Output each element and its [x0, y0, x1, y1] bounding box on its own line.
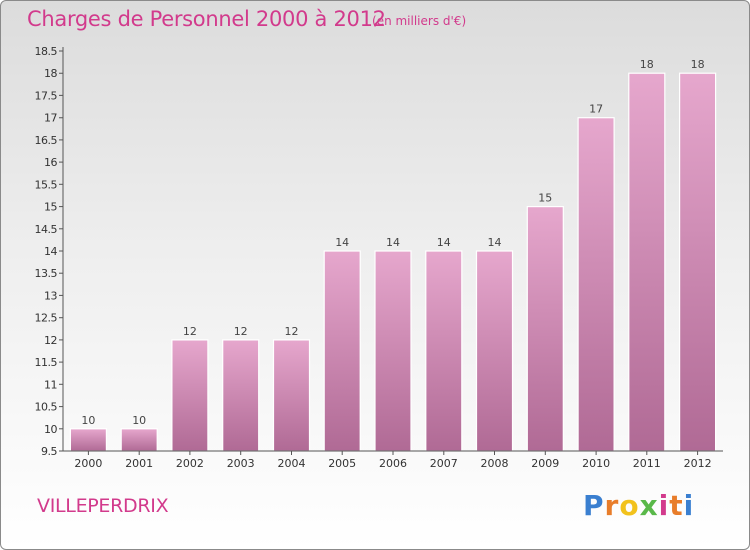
bar-value-label: 10 [81, 414, 95, 427]
bar-2000 [69, 428, 108, 452]
x-tick-label: 2007 [430, 457, 458, 470]
logo-letter: x [639, 489, 659, 522]
x-tick-label: 2002 [176, 457, 204, 470]
bar-value-label: 14 [386, 236, 400, 249]
y-tick-label: 16.5 [35, 134, 58, 147]
y-tick-label: 18.5 [35, 45, 58, 58]
y-tick-label: 14.5 [35, 223, 58, 236]
bar-value-label: 14 [488, 236, 502, 249]
y-tick-label: 13 [44, 289, 57, 302]
y-tick-label: 12.5 [35, 312, 58, 325]
y-tick-label: 18 [44, 67, 57, 80]
y-tick-label: 17.5 [35, 89, 58, 102]
bar-value-label: 10 [132, 414, 146, 427]
y-tick-label: 15 [44, 201, 57, 214]
logo-letter: P [583, 489, 605, 522]
x-tick-label: 2010 [582, 457, 610, 470]
logo-letter: i [683, 489, 695, 522]
x-tick-label: 2000 [74, 457, 102, 470]
bar-2003 [222, 339, 260, 452]
bar-2007 [425, 250, 463, 452]
bar-value-label: 18 [691, 58, 705, 71]
bar-value-label: 12 [183, 325, 197, 338]
bar-value-label: 17 [589, 103, 603, 116]
y-tick-label: 13.5 [35, 267, 58, 280]
bar-2005 [323, 250, 361, 452]
bar-2002 [171, 339, 209, 452]
bar-value-label: 15 [538, 192, 552, 205]
bar-2012 [678, 72, 717, 452]
y-tick-label: 10 [44, 423, 57, 436]
y-tick-label: 12 [44, 334, 57, 347]
x-tick-label: 2003 [227, 457, 255, 470]
bar-2001 [120, 428, 158, 452]
x-tick-label: 2011 [633, 457, 661, 470]
proxiti-logo: Proxiti [583, 489, 694, 522]
bar-value-label: 12 [285, 325, 299, 338]
bar-value-label: 18 [640, 58, 654, 71]
y-tick-label: 14 [44, 245, 57, 258]
bar-2004 [272, 339, 311, 452]
x-tick-label: 2001 [125, 457, 153, 470]
y-tick-label: 17 [44, 112, 57, 125]
x-tick-label: 2006 [379, 457, 407, 470]
bar-2008 [475, 250, 514, 452]
bar-2010 [577, 117, 615, 452]
x-tick-label: 2004 [278, 457, 306, 470]
chart-title: Charges de Personnel 2000 à 2012 [27, 7, 386, 31]
bar-2011 [628, 72, 666, 452]
y-tick-label: 10.5 [35, 401, 58, 414]
logo-letter: o [619, 489, 640, 522]
x-tick-label: 2005 [328, 457, 356, 470]
x-tick-label: 2008 [481, 457, 509, 470]
x-tick-label: 2012 [684, 457, 712, 470]
bar-2006 [374, 250, 412, 452]
bar-value-label: 14 [437, 236, 451, 249]
logo-letter: r [604, 489, 620, 522]
y-tick-label: 9.5 [41, 445, 57, 458]
commune-name: VILLEPERDRIX [37, 495, 169, 517]
logo-letter: i [658, 489, 670, 522]
bar-2009 [526, 206, 564, 452]
y-tick-label: 16 [44, 156, 57, 169]
x-tick-label: 2009 [531, 457, 559, 470]
bar-value-label: 14 [335, 236, 349, 249]
logo-letter: t [669, 489, 684, 522]
y-tick-label: 11.5 [35, 356, 58, 369]
chart-subtitle: (en milliers d'€) [372, 14, 467, 28]
y-tick-label: 15.5 [35, 178, 58, 191]
y-tick-label: 11 [44, 378, 57, 391]
bar-value-label: 12 [234, 325, 248, 338]
